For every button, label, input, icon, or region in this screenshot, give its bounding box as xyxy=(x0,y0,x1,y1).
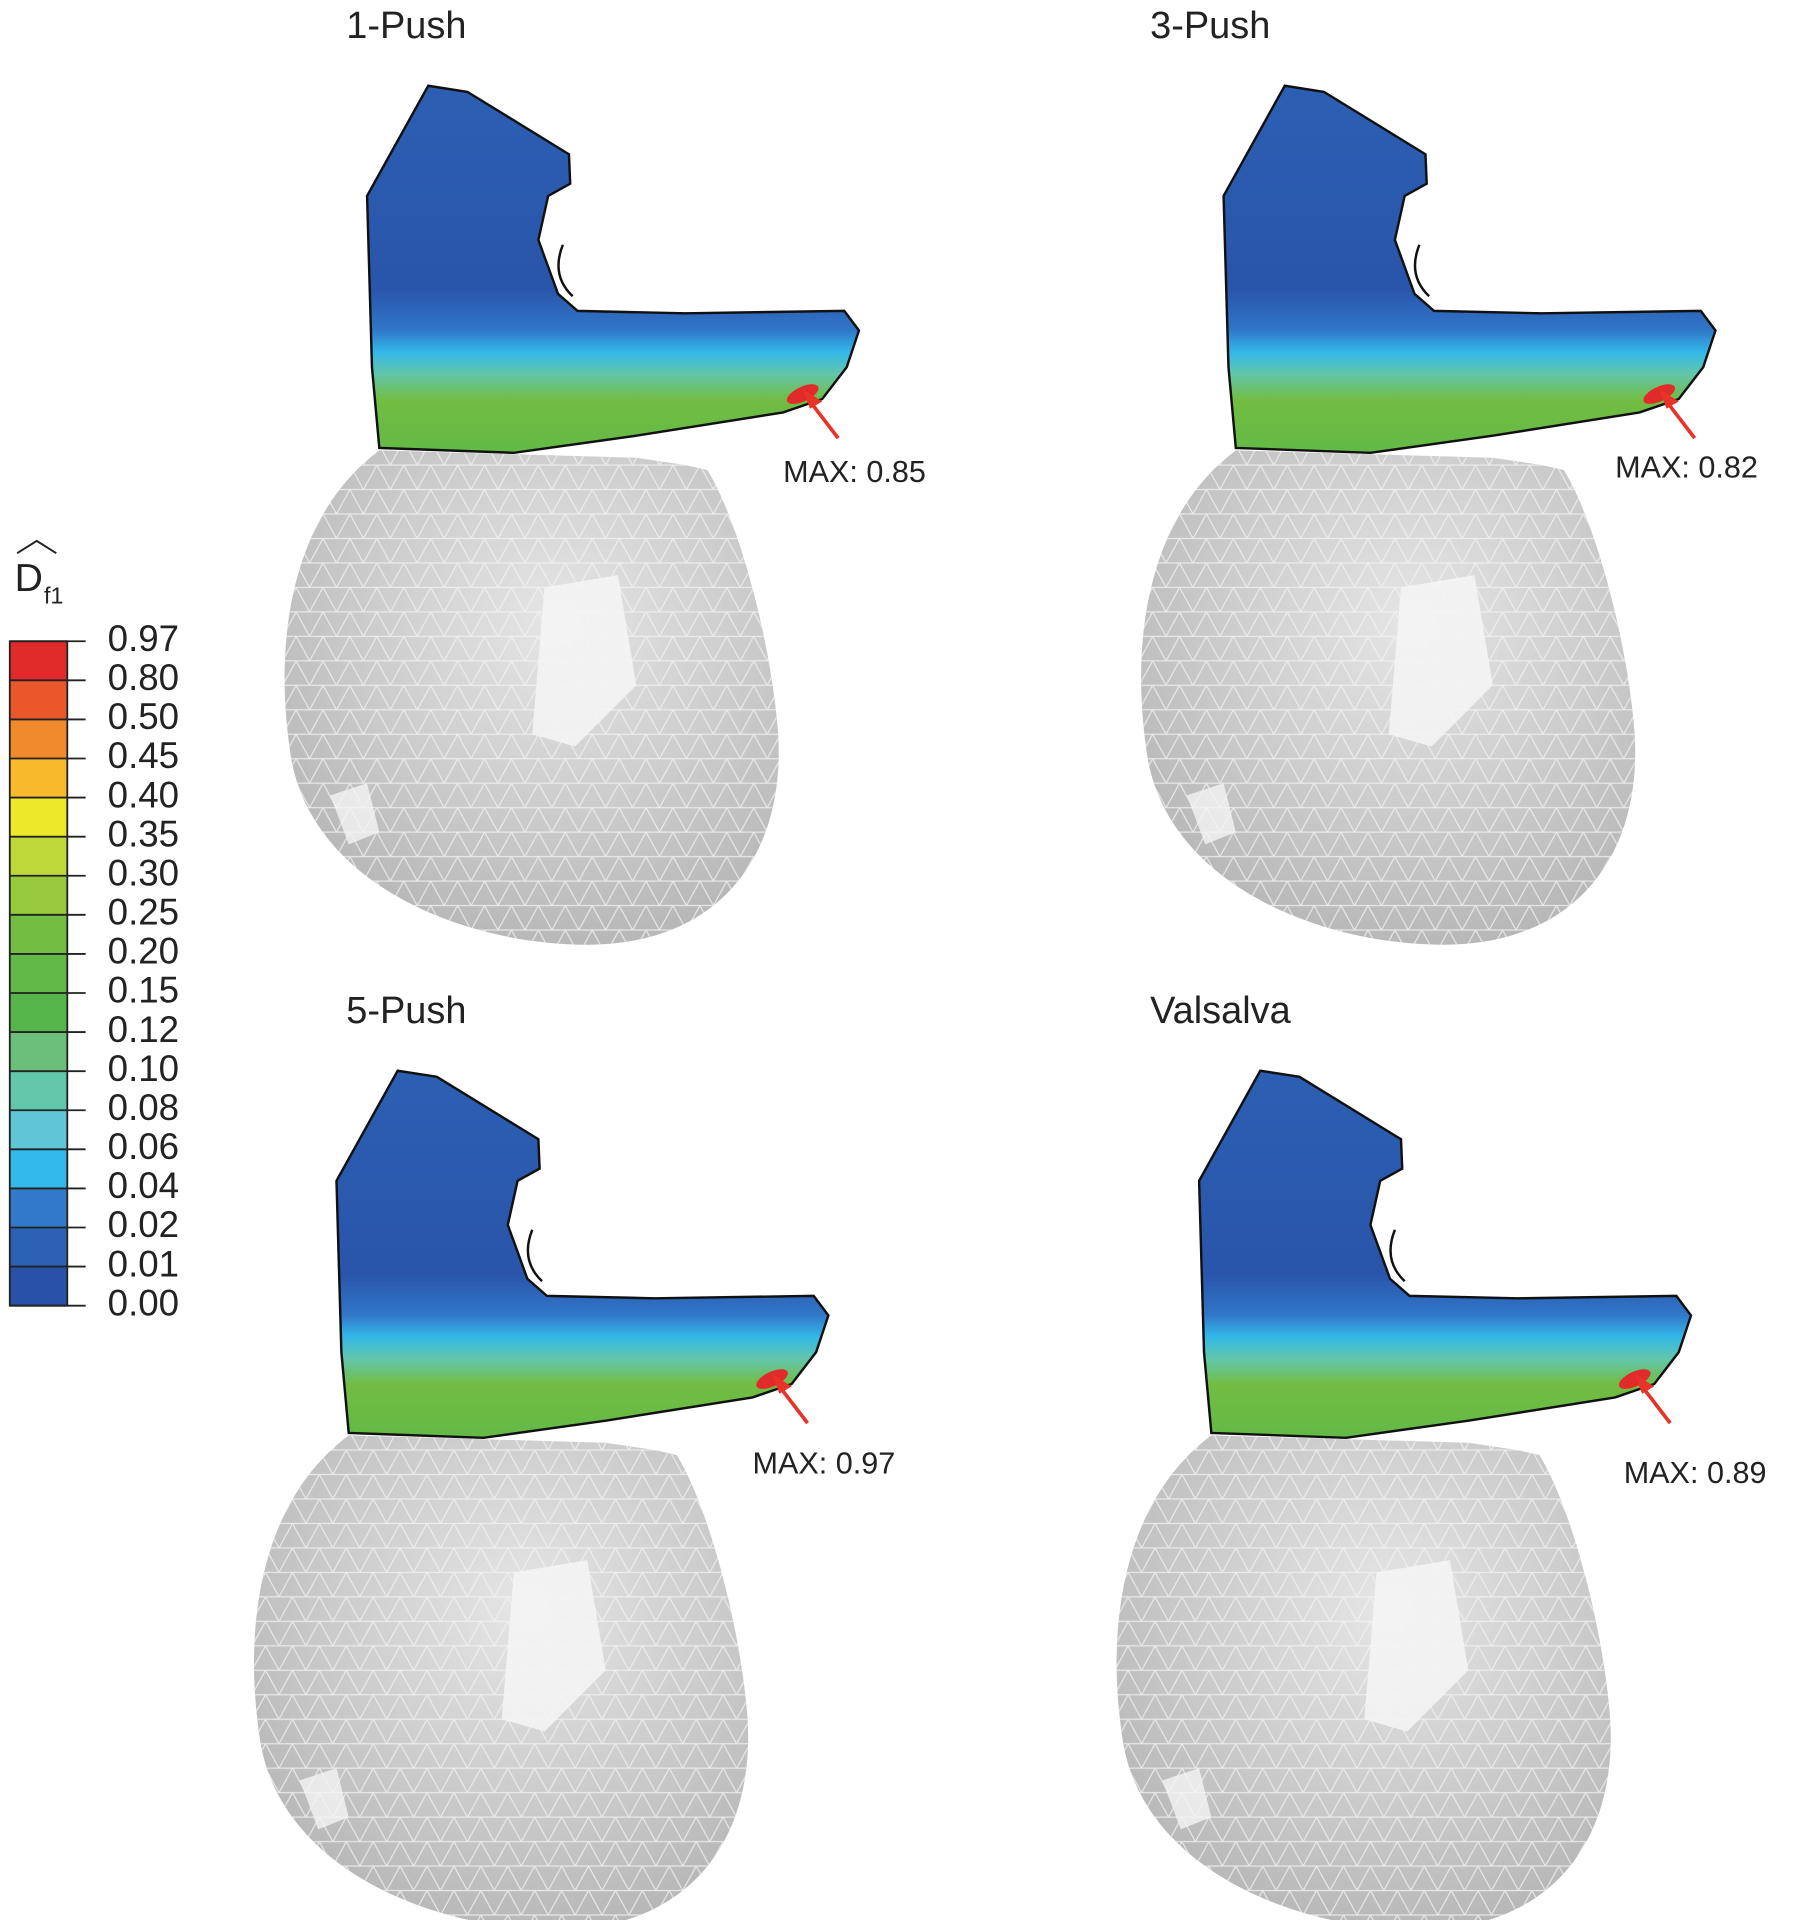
colorbar-label: 0.20 xyxy=(108,931,179,972)
max-annotation: MAX: 0.89 xyxy=(1624,1456,1767,1490)
color-swatch xyxy=(9,875,68,916)
color-swatch xyxy=(9,1188,68,1229)
color-swatch xyxy=(9,953,68,994)
max-annotation: MAX: 0.85 xyxy=(783,455,926,489)
colorbar-label: 0.45 xyxy=(108,735,179,776)
color-swatch xyxy=(9,719,68,760)
colorbar-label: 0.40 xyxy=(108,774,179,815)
color-swatch xyxy=(9,836,68,877)
panel-title: 3-Push xyxy=(1150,5,1270,47)
color-swatch xyxy=(9,797,68,838)
panel-title: 5-Push xyxy=(346,990,466,1032)
color-swatch xyxy=(9,641,68,681)
colorbar-symbol: D xyxy=(15,557,43,600)
color-swatch xyxy=(9,1071,68,1111)
colorbar-subscript: f1 xyxy=(44,582,63,608)
color-swatch xyxy=(9,680,68,721)
color-swatch xyxy=(9,914,68,955)
colorbar-label: 0.02 xyxy=(108,1204,179,1245)
colorbar-label: 0.04 xyxy=(108,1165,179,1206)
color-swatch xyxy=(9,1032,68,1072)
model-render xyxy=(252,1068,831,1920)
colorbar-label: 0.08 xyxy=(108,1087,179,1128)
max-annotation: MAX: 0.82 xyxy=(1615,450,1758,484)
colorbar-label: 0.50 xyxy=(108,696,179,737)
color-swatch xyxy=(9,993,68,1033)
color-swatch xyxy=(9,758,68,799)
color-swatch xyxy=(9,1266,68,1307)
colorbar-label: 0.25 xyxy=(108,892,179,933)
colorbar-label: 0.97 xyxy=(108,618,179,659)
color-swatch xyxy=(9,1110,68,1150)
model-render xyxy=(1114,1068,1693,1920)
colorbar-title: D f1 xyxy=(15,539,63,608)
panel-title: 1-Push xyxy=(346,5,466,47)
colorbar: 0.970.800.500.450.400.350.300.250.200.15… xyxy=(8,618,179,1323)
colorbar-label: 0.80 xyxy=(108,657,179,698)
color-swatch xyxy=(9,1227,68,1268)
colorbar-label: 0.35 xyxy=(108,813,179,854)
color-swatch xyxy=(9,1149,68,1190)
colorbar-label: 0.30 xyxy=(108,852,179,893)
model-render xyxy=(1139,83,1718,947)
colorbar-label: 0.01 xyxy=(108,1243,179,1284)
colorbar-label: 0.06 xyxy=(108,1126,179,1167)
colorbar-label: 0.10 xyxy=(108,1048,179,1089)
max-annotation: MAX: 0.97 xyxy=(753,1446,896,1480)
colorbar-label: 0.12 xyxy=(108,1009,179,1050)
colorbar-label: 0.15 xyxy=(108,970,179,1011)
panel-title: Valsalva xyxy=(1150,990,1291,1032)
model-render xyxy=(282,83,861,947)
colorbar-label: 0.00 xyxy=(108,1282,179,1323)
